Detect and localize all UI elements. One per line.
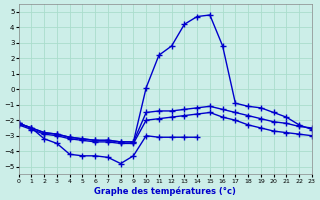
- X-axis label: Graphe des températures (°c): Graphe des températures (°c): [94, 186, 236, 196]
